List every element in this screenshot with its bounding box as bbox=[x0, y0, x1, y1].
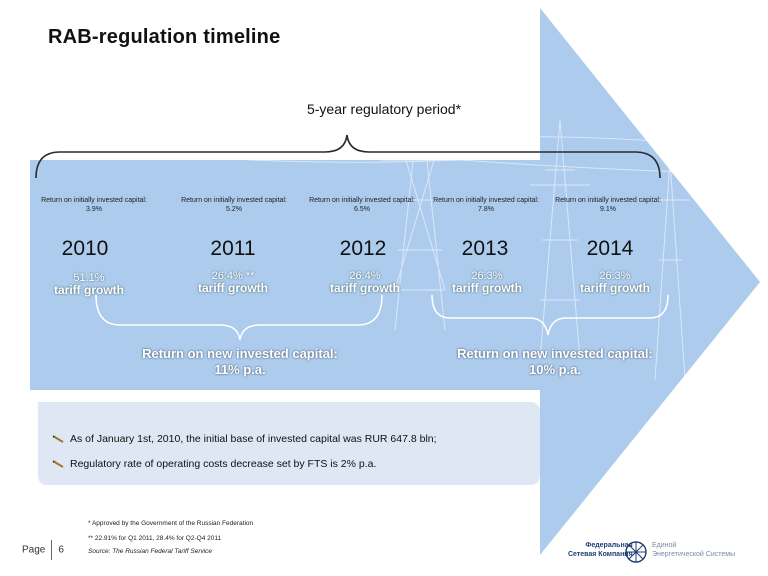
bullet-1-text: As of January 1st, 2010, the initial bas… bbox=[70, 433, 437, 445]
footnote-1: * Approved by the Government of the Russ… bbox=[88, 520, 254, 527]
tariff-2013-pct: 26.3% bbox=[471, 270, 503, 282]
tariff-2012-label: tariff growth bbox=[330, 281, 400, 295]
footnote-2: ** 22.91% for Q1 2011, 28.4% for Q2-Q4 2… bbox=[88, 535, 222, 542]
tariff-2014: 26.3% tariff growth bbox=[560, 270, 670, 295]
new-capital-1-line2: 11% p.a. bbox=[214, 362, 266, 377]
logo-line-2: Сетевая Компания bbox=[568, 551, 633, 558]
tariff-2010: 51.1% tariff growth bbox=[34, 272, 144, 297]
year-2012: 2012 bbox=[339, 237, 387, 260]
logo-line-3: Единой bbox=[652, 542, 677, 549]
page-label: Page bbox=[22, 544, 46, 556]
bullet-2-text: Regulatory rate of operating costs decre… bbox=[70, 458, 377, 470]
tariff-2013-label: tariff growth bbox=[452, 281, 522, 295]
period-label: 5-year regulatory period* bbox=[306, 101, 462, 117]
logo-line-4: Энергетической Системы bbox=[652, 551, 736, 558]
brace-2010-2012 bbox=[95, 294, 383, 341]
page-number: Page 6 bbox=[22, 540, 64, 560]
tariff-2011-label: tariff growth bbox=[198, 281, 268, 295]
company-logo-right: Единой Энергетической Системы bbox=[652, 541, 735, 559]
tariff-2010-label: tariff growth bbox=[54, 283, 124, 297]
logo-line-1: Федеральная bbox=[585, 542, 633, 549]
year-2013: 2013 bbox=[461, 237, 509, 260]
tariff-2013: 26.3% tariff growth bbox=[432, 270, 542, 295]
pylon-silhouettes bbox=[0, 94, 768, 381]
period-brace bbox=[35, 134, 661, 179]
pencil-bullet-icon bbox=[52, 435, 64, 444]
tariff-2011-pct: 26.4% ** bbox=[211, 270, 255, 282]
year-2011: 2011 bbox=[210, 237, 256, 260]
capital-2011: Return on initially invested capital: 5.… bbox=[181, 197, 287, 213]
page-divider bbox=[51, 540, 53, 560]
new-capital-1-line1: Return on new invested capital: bbox=[142, 346, 338, 361]
timeline-arrow bbox=[30, 8, 760, 555]
company-logo-left: Федеральная Сетевая Компания bbox=[568, 541, 633, 559]
tariff-2011: 26.4% ** tariff growth bbox=[178, 270, 288, 295]
capital-2013: Return on initially invested capital: 7.… bbox=[433, 197, 539, 213]
pencil-bullet-icon bbox=[52, 460, 64, 469]
page-number-value: 6 bbox=[58, 544, 64, 556]
capital-2014: Return on initially invested capital: 9.… bbox=[555, 197, 661, 213]
company-logo-emblem bbox=[625, 541, 647, 563]
tariff-2014-label: tariff growth bbox=[580, 281, 650, 295]
tariff-2014-pct: 26.3% bbox=[599, 270, 631, 282]
slide-title: RAB-regulation timeline bbox=[48, 26, 281, 48]
new-capital-2-line2: 10% p.a. bbox=[528, 362, 582, 377]
footnote-source: Source: The Russian Federal Tariff Servi… bbox=[88, 548, 213, 555]
new-capital-2-line1: Return on new invested capital: bbox=[457, 346, 653, 361]
brace-2013-2014 bbox=[431, 294, 669, 336]
capital-2010: Return on initially invested capital: 3.… bbox=[41, 197, 147, 213]
capital-2012: Return on initially invested capital: 6.… bbox=[309, 197, 415, 213]
year-2014: 2014 bbox=[586, 237, 634, 260]
tariff-2012-pct: 26.4% bbox=[349, 270, 381, 282]
bullet-1: As of January 1st, 2010, the initial bas… bbox=[52, 433, 437, 445]
tariff-2012: 26.4% tariff growth bbox=[310, 270, 420, 295]
notes-panel bbox=[38, 402, 540, 485]
new-capital-2010-2012: Return on new invested capital: 11% p.a. bbox=[110, 346, 370, 378]
new-capital-2013-2014: Return on new invested capital: 10% p.a. bbox=[420, 346, 690, 378]
year-2010: 2010 bbox=[61, 237, 109, 260]
tariff-2010-pct: 51.1% bbox=[73, 272, 105, 284]
bullet-2: Regulatory rate of operating costs decre… bbox=[52, 458, 376, 470]
